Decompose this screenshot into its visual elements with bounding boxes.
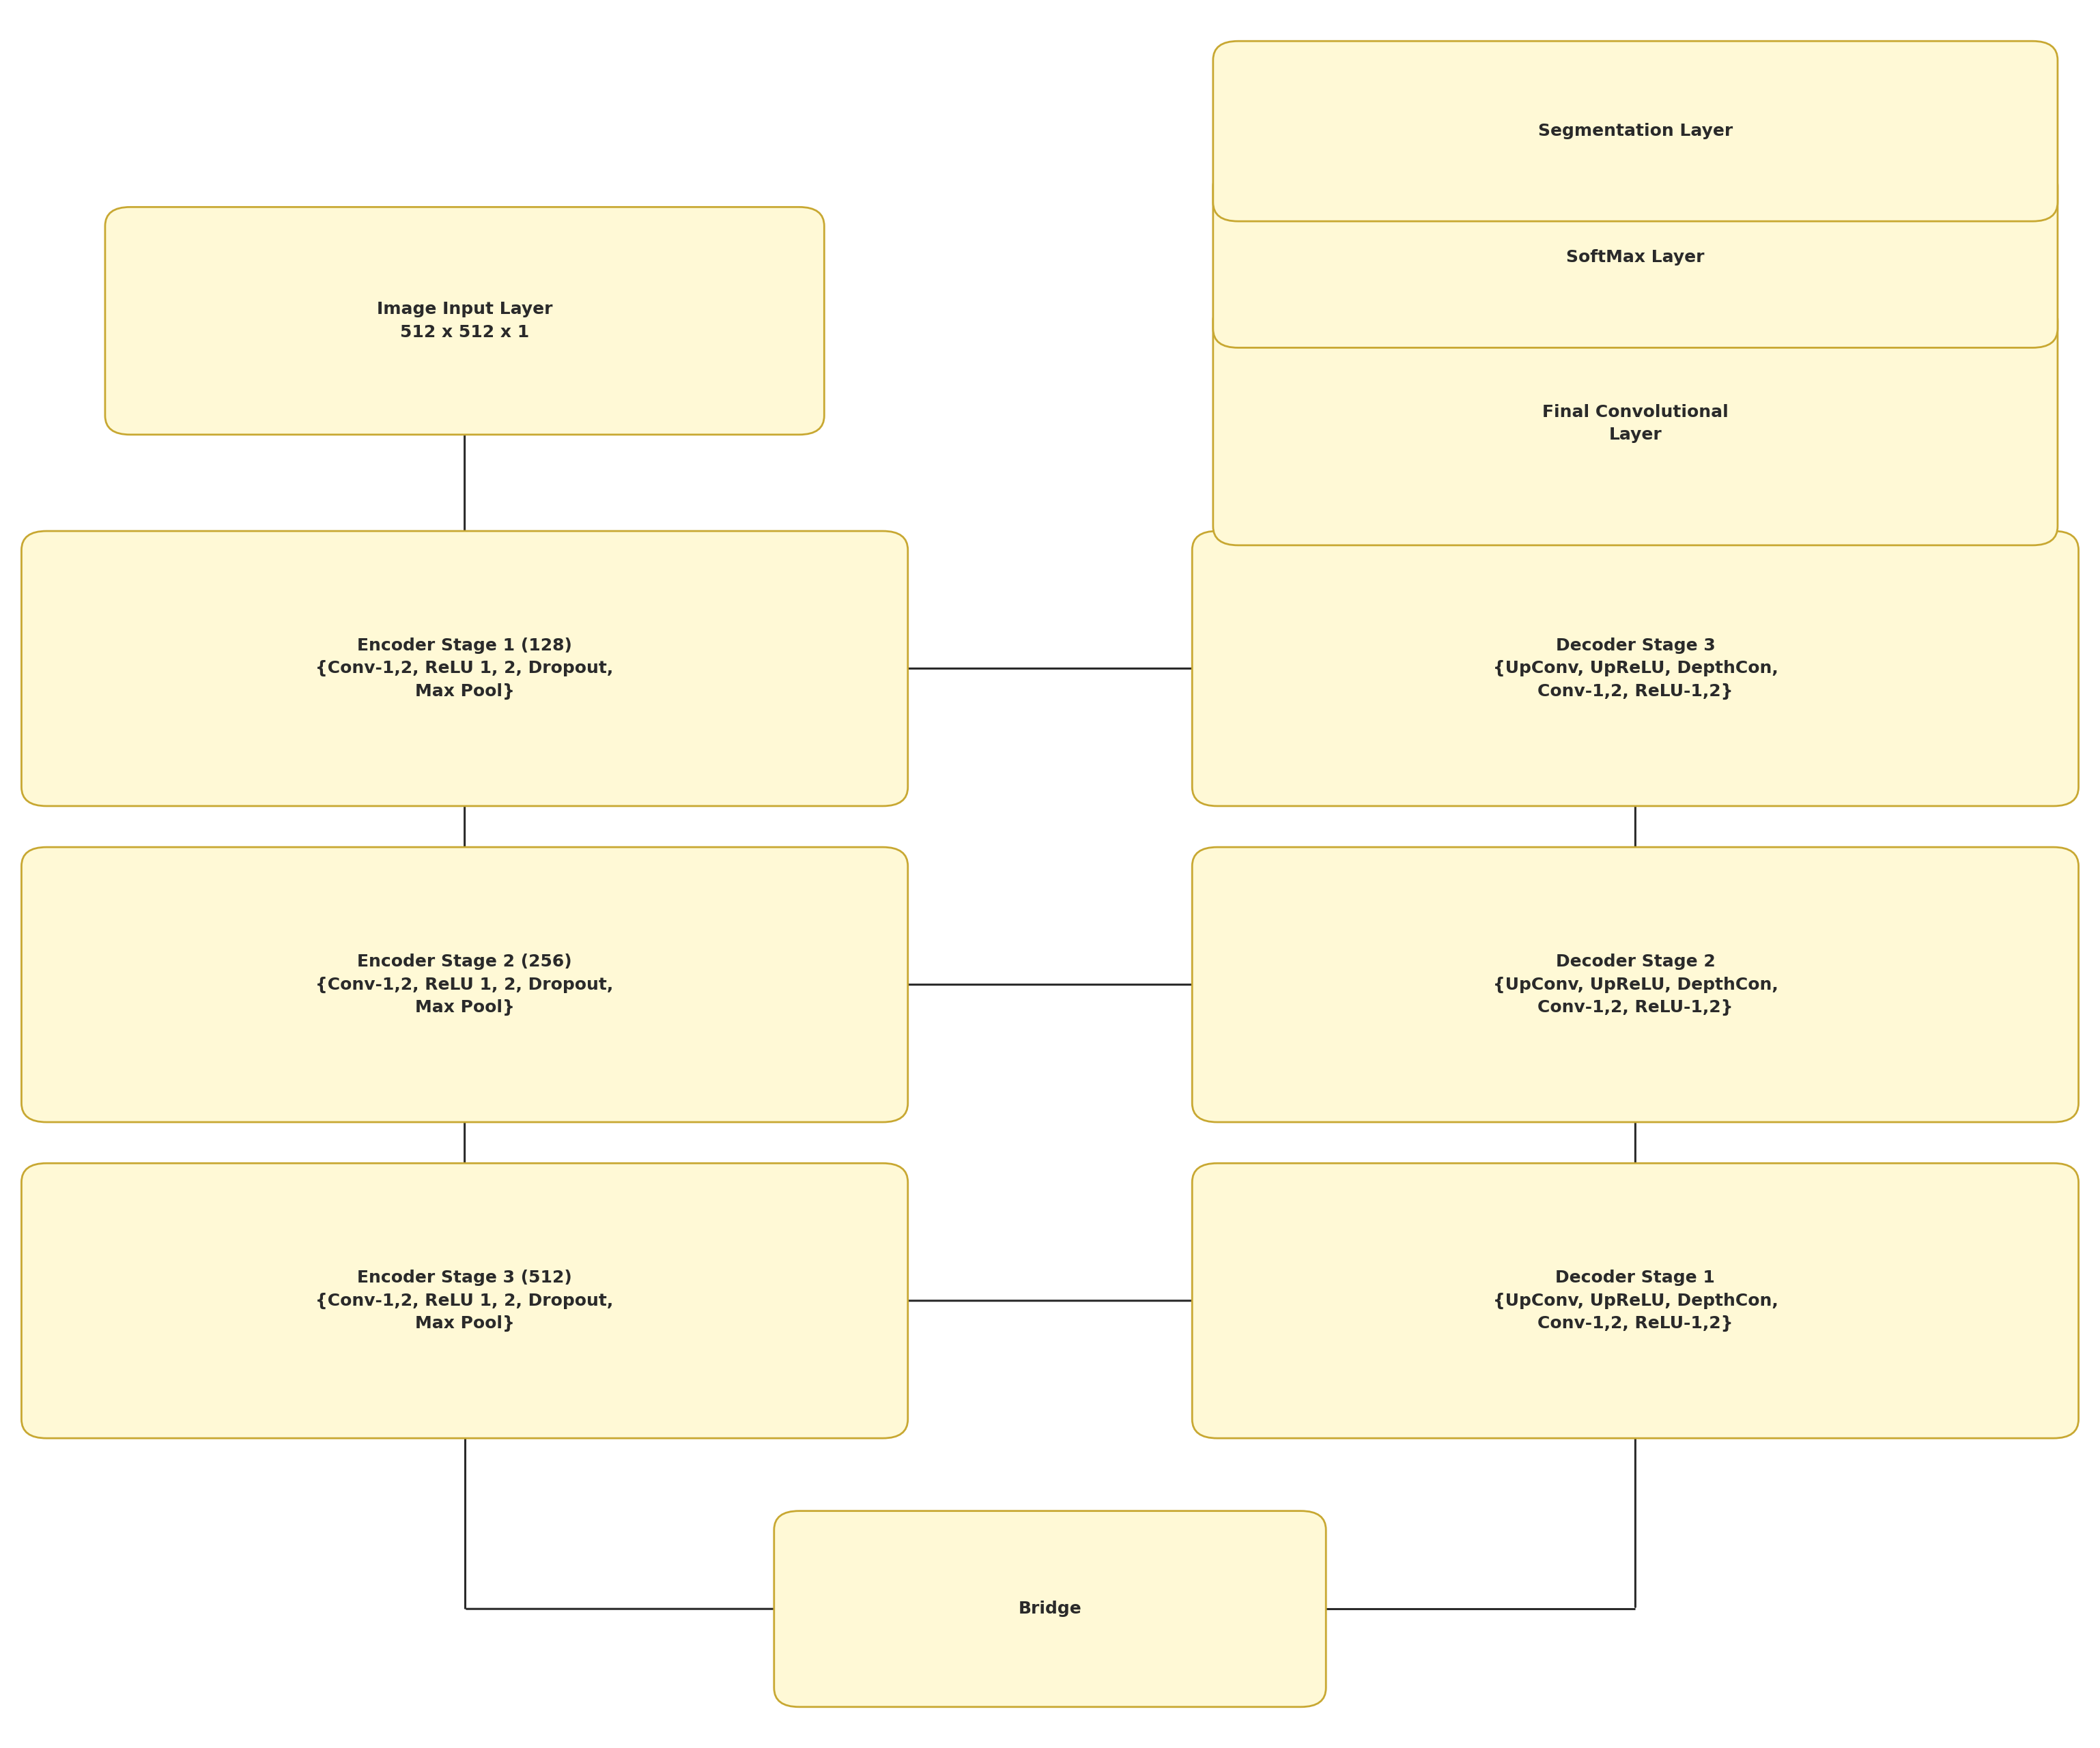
FancyBboxPatch shape (21, 1162, 907, 1439)
Text: Image Input Layer
512 x 512 x 1: Image Input Layer 512 x 512 x 1 (376, 301, 552, 341)
Text: Segmentation Layer: Segmentation Layer (1537, 122, 1732, 140)
Text: Decoder Stage 3
{UpConv, UpReLU, DepthCon,
Conv-1,2, ReLU-1,2}: Decoder Stage 3 {UpConv, UpReLU, DepthCo… (1493, 638, 1779, 699)
Text: Decoder Stage 1
{UpConv, UpReLU, DepthCon,
Conv-1,2, ReLU-1,2}: Decoder Stage 1 {UpConv, UpReLU, DepthCo… (1493, 1269, 1779, 1332)
FancyBboxPatch shape (21, 848, 907, 1122)
FancyBboxPatch shape (775, 1510, 1325, 1706)
FancyBboxPatch shape (21, 531, 907, 806)
Text: Encoder Stage 2 (256)
{Conv-1,2, ReLU 1, 2, Dropout,
Max Pool}: Encoder Stage 2 (256) {Conv-1,2, ReLU 1,… (315, 953, 613, 1016)
FancyBboxPatch shape (1214, 302, 2058, 545)
FancyBboxPatch shape (1193, 531, 2079, 806)
FancyBboxPatch shape (1214, 42, 2058, 222)
Text: Encoder Stage 3 (512)
{Conv-1,2, ReLU 1, 2, Dropout,
Max Pool}: Encoder Stage 3 (512) {Conv-1,2, ReLU 1,… (315, 1269, 613, 1332)
FancyBboxPatch shape (1214, 168, 2058, 348)
Text: Bridge: Bridge (1018, 1601, 1081, 1617)
FancyBboxPatch shape (1193, 848, 2079, 1122)
Text: Decoder Stage 2
{UpConv, UpReLU, DepthCon,
Conv-1,2, ReLU-1,2}: Decoder Stage 2 {UpConv, UpReLU, DepthCo… (1493, 953, 1779, 1016)
FancyBboxPatch shape (105, 206, 823, 435)
Text: SoftMax Layer: SoftMax Layer (1567, 250, 1705, 266)
Text: Final Convolutional
Layer: Final Convolutional Layer (1541, 404, 1728, 444)
FancyBboxPatch shape (1193, 1162, 2079, 1439)
Text: Encoder Stage 1 (128)
{Conv-1,2, ReLU 1, 2, Dropout,
Max Pool}: Encoder Stage 1 (128) {Conv-1,2, ReLU 1,… (315, 638, 613, 699)
